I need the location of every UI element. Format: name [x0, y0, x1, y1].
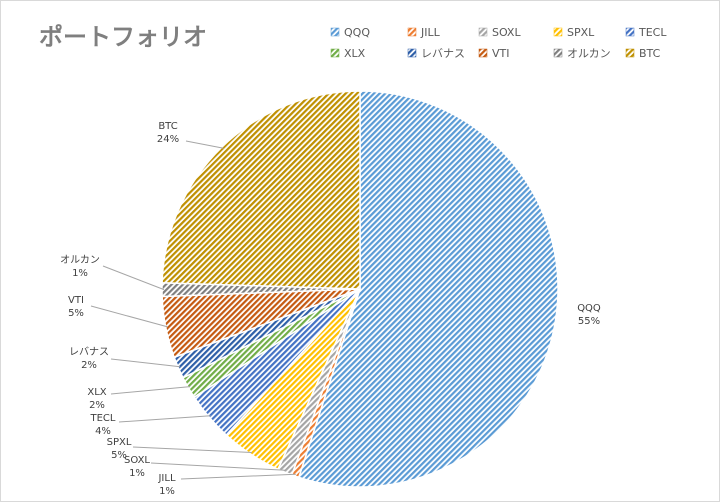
leader-line-3: [132, 446, 252, 453]
legend-swatch-3: [553, 27, 563, 37]
data-labels: QQQ 55% JILL 1% SOXL 1% SPXL 5% TECL 4% XLX 2% レバナス 2…: [60, 121, 601, 497]
legend-label-2: SOXL: [492, 26, 521, 39]
leader-line-8: [102, 265, 165, 291]
legend-label-7: VTI: [492, 47, 510, 60]
legend-label-3: SPXL: [567, 26, 595, 39]
legend-label-1: JILL: [420, 26, 441, 39]
data-label-percent-5: 2%: [89, 400, 105, 411]
leader-line-1: [180, 473, 296, 480]
data-label-percent-7: 5%: [68, 308, 84, 319]
legend-swatch-4: [625, 27, 635, 37]
pie-slices: [161, 90, 559, 488]
leader-line-2: [150, 462, 286, 471]
pie-slice-0: [297, 90, 559, 488]
legend-swatch-9: [625, 48, 635, 58]
data-label-name-6: レバナス: [69, 346, 109, 358]
data-label-percent-4: 4%: [95, 426, 111, 437]
data-label-percent-3: 5%: [111, 450, 127, 461]
leader-line-7: [90, 305, 168, 328]
legend-swatch-0: [330, 27, 340, 37]
data-label-name-1: JILL: [157, 473, 175, 484]
leader-line-9: [185, 140, 224, 149]
legend-swatch-6: [407, 48, 417, 58]
data-label-name-0: QQQ: [577, 303, 601, 314]
data-label-percent-0: 55%: [578, 316, 600, 327]
data-label-name-4: TECL: [90, 413, 116, 424]
data-label-name-9: BTC: [158, 121, 177, 132]
data-label-name-3: SPXL: [107, 437, 132, 448]
legend-label-5: XLX: [344, 47, 366, 60]
leader-line-4: [118, 415, 211, 423]
legend-label-8: オルカン: [567, 47, 611, 60]
chart-title: ポートフォリオ: [39, 23, 207, 51]
pie-slice-9: [161, 90, 361, 290]
leader-line-6: [110, 358, 181, 368]
data-label-percent-6: 2%: [81, 360, 97, 371]
data-label-percent-9: 24%: [157, 134, 179, 145]
leader-line-5: [110, 386, 191, 395]
legend-label-4: TECL: [638, 26, 667, 39]
legend-swatch-8: [553, 48, 563, 58]
legend-label-0: QQQ: [344, 26, 370, 39]
legend-label-6: レバナス: [421, 47, 465, 60]
data-label-name-2: SOXL: [124, 455, 150, 466]
data-label-name-8: オルカン: [60, 254, 100, 266]
data-label-percent-8: 1%: [72, 268, 88, 279]
leader-lines: [90, 140, 296, 480]
data-label-name-5: XLX: [87, 387, 106, 398]
legend-swatch-7: [478, 48, 488, 58]
legend-swatch-1: [407, 27, 417, 37]
data-label-name-7: VTI: [68, 295, 84, 306]
legend-label-9: BTC: [639, 47, 661, 60]
legend-swatch-2: [478, 27, 488, 37]
data-label-percent-2: 1%: [129, 468, 145, 479]
legend: QQQ JILL SOXL SPXL TECL XLX レバナス VTI オルカン BTC: [330, 26, 667, 60]
legend-swatch-5: [330, 48, 340, 58]
data-label-percent-1: 1%: [159, 486, 175, 497]
